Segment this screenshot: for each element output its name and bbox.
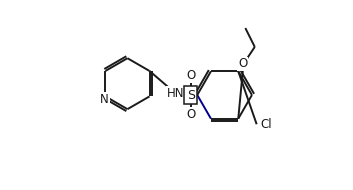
Text: S: S	[187, 89, 195, 101]
Text: O: O	[238, 57, 247, 70]
Text: HN: HN	[167, 87, 185, 100]
Text: O: O	[186, 69, 195, 82]
Text: Cl: Cl	[261, 118, 272, 131]
Text: N: N	[100, 93, 109, 106]
Text: O: O	[186, 108, 195, 121]
